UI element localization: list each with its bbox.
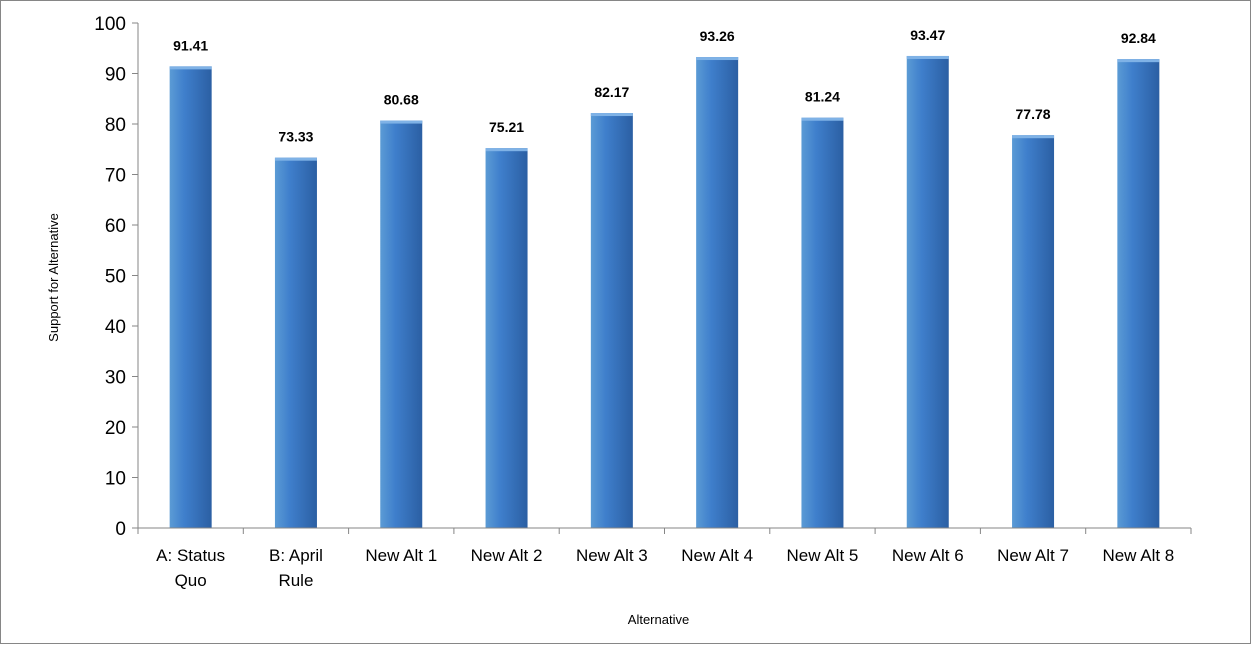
bar <box>590 113 633 528</box>
bar-cap <box>274 157 317 161</box>
bar <box>801 117 844 528</box>
data-label: 81.24 <box>805 89 840 105</box>
bar <box>274 157 317 528</box>
x-tick-label: New Alt 6 <box>892 546 964 565</box>
y-tick-label: 80 <box>105 115 126 136</box>
y-tick-label: 30 <box>105 368 126 389</box>
y-tick-label: 70 <box>105 166 126 187</box>
bar-cap <box>801 117 844 121</box>
x-tick-label: New Alt 3 <box>576 546 648 565</box>
data-label: 93.47 <box>910 27 945 43</box>
data-label: 93.26 <box>700 28 735 44</box>
bar-cap <box>1117 59 1160 63</box>
x-tick-label: New Alt 4 <box>681 546 753 565</box>
y-tick-label: 60 <box>105 216 126 237</box>
bar <box>906 55 949 528</box>
bar-cap <box>696 57 739 61</box>
bar <box>1012 135 1055 528</box>
y-tick-label: 100 <box>94 14 126 35</box>
data-label: 92.84 <box>1121 30 1156 46</box>
y-tick-label: 40 <box>105 317 126 338</box>
bar <box>696 57 739 529</box>
bar-cap <box>380 120 423 124</box>
y-tick-label: 0 <box>115 519 126 540</box>
x-tick-label: New Alt 1 <box>365 546 437 565</box>
bar-cap <box>906 55 949 59</box>
data-label: 80.68 <box>384 92 419 108</box>
x-axis-labels: A: Status Quo B: April Rule New Alt 1 New Alt… <box>156 546 1174 590</box>
bar <box>380 120 423 528</box>
data-label: 75.21 <box>489 119 524 135</box>
x-tick-label: New Alt 5 <box>787 546 859 565</box>
bar <box>169 66 212 528</box>
x-tick-label: B: April Rule <box>269 546 323 590</box>
data-label: 91.41 <box>173 37 208 53</box>
y-tick-label: 90 <box>105 65 126 86</box>
bar <box>485 148 528 528</box>
data-label: 82.17 <box>594 84 629 100</box>
x-tick-label: A: Status Quo <box>156 546 225 590</box>
data-label: 77.78 <box>1016 106 1051 122</box>
data-labels: 91.41 73.33 80.68 75.21 82.17 93.26 81.24 93.47… <box>173 27 1156 145</box>
bar-cap <box>169 66 212 70</box>
y-tick-label: 20 <box>105 418 126 439</box>
bars <box>169 55 1160 529</box>
bar <box>1117 59 1160 529</box>
data-label: 73.33 <box>278 129 313 145</box>
y-axis-ticks: 0 10 20 30 40 50 60 70 80 90 100 <box>94 14 1192 540</box>
bar-cap <box>1012 135 1055 139</box>
x-tick-label: New Alt 8 <box>1102 546 1174 565</box>
bar-cap <box>485 148 528 152</box>
y-tick-label: 10 <box>105 469 126 490</box>
x-tick-label: New Alt 2 <box>471 546 543 565</box>
x-axis-title: Alternative <box>628 612 689 627</box>
y-tick-label: 50 <box>105 267 126 288</box>
y-axis-title: Support for Alternative <box>46 213 61 342</box>
x-tick-label: New Alt 7 <box>997 546 1069 565</box>
bar-cap <box>590 113 633 117</box>
